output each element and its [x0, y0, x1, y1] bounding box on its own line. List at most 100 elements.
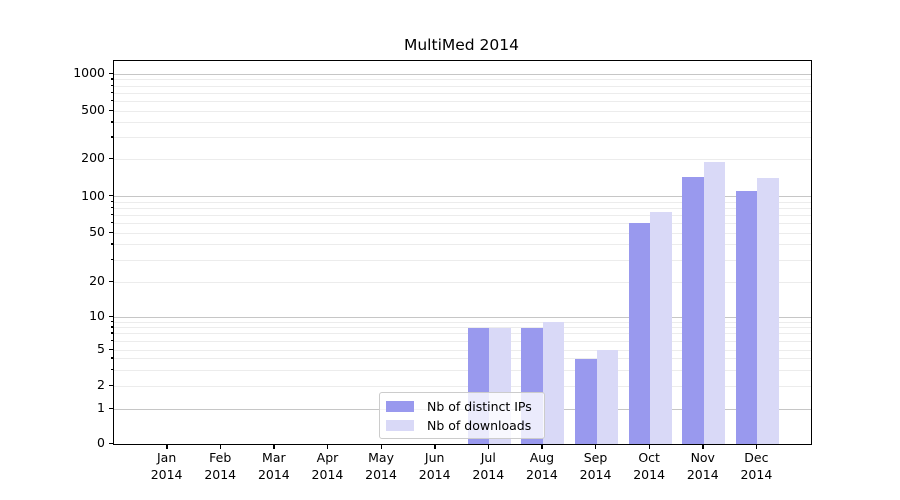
y-tick-label-100: 100 [81, 187, 105, 203]
y-tick-mark [108, 231, 113, 233]
minor-gridline [114, 358, 811, 360]
y-tick-mark [108, 315, 113, 317]
x-tick-label-may: May 2014 [365, 450, 397, 482]
x-tick-mark [434, 444, 436, 449]
y-minor-tick-mark [110, 200, 113, 202]
bar-nov-downloads [703, 162, 726, 444]
bar-dec-downloads [757, 178, 779, 444]
y-minor-tick-mark [110, 243, 113, 245]
y-minor-tick-mark [110, 357, 113, 359]
gridline-200 [114, 158, 811, 160]
y-tick-mark [108, 195, 113, 197]
x-tick-mark [595, 444, 597, 449]
x-tick-label-jul: Jul 2014 [472, 450, 505, 482]
x-tick-mark [380, 444, 382, 449]
bar-nov-distinct-ips [682, 176, 704, 444]
x-tick-label-feb: Feb 2014 [204, 450, 237, 482]
x-tick-label-apr: Apr 2014 [311, 450, 344, 482]
bar-sep-distinct-ips [575, 358, 597, 444]
y-tick-label-0: 0 [97, 435, 105, 450]
legend-label-downloads: Nb of downloads [427, 418, 532, 433]
y-tick-mark [108, 442, 113, 444]
y-minor-tick-mark [110, 221, 113, 224]
gridline-500 [114, 110, 811, 112]
x-tick-mark [273, 444, 275, 449]
chart-title: MultiMed 2014 [403, 36, 519, 54]
y-tick-mark [108, 407, 113, 409]
y-tick-mark [108, 157, 113, 160]
y-minor-tick-mark [110, 332, 113, 334]
bar-oct-distinct-ips [628, 223, 651, 444]
y-minor-tick-mark [110, 339, 113, 342]
minor-gridline [114, 122, 811, 124]
legend-label-distinct-ips: Nb of distinct IPs [427, 399, 532, 414]
y-tick-mark [108, 348, 113, 350]
y-tick-mark [108, 72, 113, 75]
bar-aug-downloads [542, 322, 565, 444]
y-tick-mark [108, 384, 113, 386]
y-tick-label-10: 10 [89, 308, 105, 323]
bar-oct-downloads [650, 211, 672, 444]
y-tick-label-5: 5 [97, 341, 105, 356]
x-tick-mark [326, 444, 329, 449]
x-tick-mark [702, 444, 704, 449]
x-tick-mark [541, 444, 543, 449]
y-minor-tick-mark [110, 78, 113, 80]
legend: Nb of distinct IPs Nb of downloads [379, 392, 545, 439]
y-minor-tick-mark [110, 206, 113, 209]
y-minor-tick-mark [110, 99, 113, 102]
y-tick-label-1: 1 [97, 400, 105, 415]
y-minor-tick-mark [110, 258, 113, 261]
gridline-100 [114, 196, 811, 197]
x-tick-label-jan: Jan 2014 [150, 450, 183, 482]
x-tick-mark [648, 444, 651, 449]
x-tick-label-sep: Sep 2014 [579, 450, 612, 482]
y-minor-tick-mark [110, 320, 113, 322]
x-tick-mark [487, 444, 490, 449]
y-minor-tick-mark [110, 136, 113, 138]
minor-gridline [114, 137, 811, 139]
y-minor-tick-mark [110, 326, 113, 328]
y-tick-mark [108, 109, 113, 111]
legend-swatch-downloads [386, 420, 414, 431]
minor-gridline [114, 207, 811, 209]
y-tick-label-2: 2 [97, 377, 105, 392]
gridline-10 [114, 316, 811, 318]
legend-swatch-distinct-ips [386, 401, 414, 412]
plot-area: Nb of distinct IPs Nb of downloads [113, 60, 812, 445]
x-tick-label-jun: Jun 2014 [418, 450, 451, 482]
minor-gridline [114, 100, 811, 102]
minor-gridline [114, 369, 811, 371]
minor-gridline [114, 214, 811, 216]
minor-gridline [114, 327, 811, 329]
x-tick-label-oct: Oct 2014 [633, 450, 666, 482]
minor-gridline [114, 222, 811, 224]
y-minor-tick-mark [110, 84, 113, 86]
y-minor-tick-mark [110, 213, 113, 216]
bar-dec-distinct-ips [735, 191, 758, 444]
y-tick-label-200: 200 [81, 150, 105, 166]
minor-gridline [114, 201, 811, 203]
x-tick-label-dec: Dec 2014 [740, 450, 773, 482]
minor-gridline [114, 340, 811, 342]
y-minor-tick-mark [110, 368, 113, 370]
gridline-5 [114, 349, 811, 351]
x-tick-label-nov: Nov 2014 [686, 450, 719, 482]
legend-entry-distinct-ips: Nb of distinct IPs [386, 399, 535, 414]
x-tick-label-aug: Aug 2014 [526, 450, 558, 482]
minor-gridline [114, 244, 811, 246]
y-tick-label-500: 500 [81, 102, 105, 117]
minor-gridline [114, 259, 811, 261]
x-tick-mark [219, 444, 222, 449]
gridline-50 [114, 232, 811, 234]
y-tick-mark [108, 280, 113, 282]
legend-entry-downloads: Nb of downloads [386, 418, 535, 433]
minor-gridline [114, 333, 811, 335]
y-tick-label-50: 50 [89, 224, 105, 239]
y-minor-tick-mark [110, 121, 113, 123]
y-tick-label-20: 20 [89, 273, 105, 288]
bar-sep-downloads [596, 350, 619, 444]
x-tick-mark [166, 444, 168, 449]
y-minor-tick-mark [110, 91, 113, 94]
